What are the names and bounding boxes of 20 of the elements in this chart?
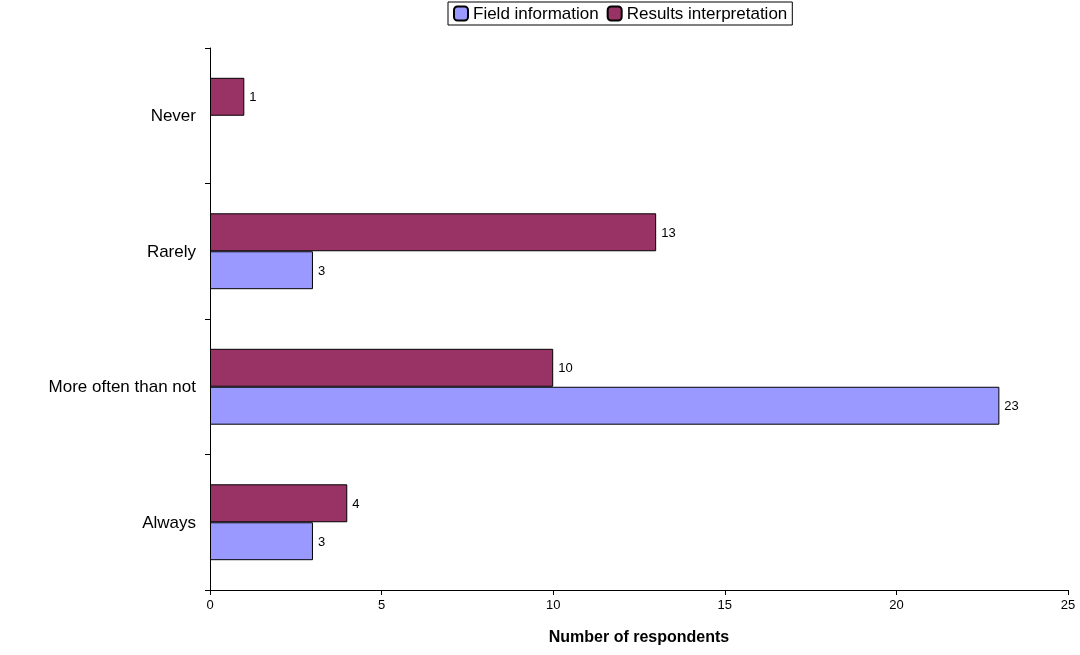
data-label: 3: [317, 533, 326, 549]
legend-label: Results interpretation: [626, 4, 788, 23]
y-tick-label: Rarely: [146, 241, 197, 261]
x-axis-title: Number of respondents: [548, 627, 730, 645]
x-tick-label: 5: [377, 597, 386, 612]
data-label: 4: [352, 495, 360, 511]
data-label: 23: [1004, 398, 1019, 414]
legend-label: Field information: [473, 4, 599, 23]
y-tick-label: Never: [150, 106, 197, 126]
x-tick-label: 0: [206, 597, 214, 612]
data-label: 10: [558, 360, 573, 376]
x-tick-label: 20: [889, 597, 904, 612]
y-tick-label: Always: [142, 512, 196, 532]
x-tick-label: 25: [1060, 597, 1076, 612]
data-label: 1: [249, 89, 257, 105]
x-tick-label: 10: [545, 597, 561, 612]
data-label: 3: [317, 262, 326, 278]
data-label: 13: [661, 224, 676, 240]
x-tick-label: 15: [717, 597, 733, 612]
y-tick-label: More often than not: [48, 377, 197, 397]
